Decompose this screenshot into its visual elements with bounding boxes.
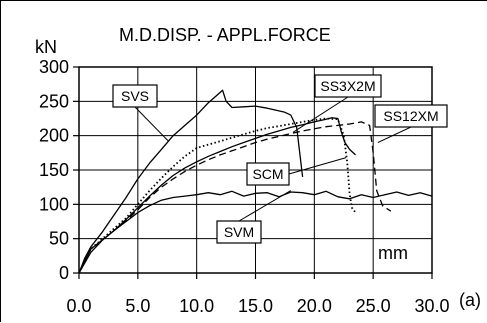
y-tick-label: 100 <box>39 194 69 214</box>
x-tick-label: 5.0 <box>125 296 150 316</box>
y-tick-label: 50 <box>49 229 69 249</box>
series-label-svs: SVS <box>121 88 149 104</box>
tag-leader-ss12xm <box>377 126 412 143</box>
x-axis-unit: mm <box>378 243 408 263</box>
tag-box-scm <box>246 162 290 186</box>
series-line-scm <box>78 117 356 274</box>
series-label-ss3x2m: SS3X2M <box>320 78 375 94</box>
series-line-svm <box>78 190 433 274</box>
series-label-scm: SCM <box>252 166 283 182</box>
tag-leader-svs <box>134 106 169 142</box>
series-layer <box>78 89 433 274</box>
y-tick-label: 250 <box>39 91 69 111</box>
y-tick-label: 200 <box>39 126 69 146</box>
x-tick-label: 20.0 <box>297 296 332 316</box>
x-tick-label: 25.0 <box>356 296 391 316</box>
x-tick-label: 15.0 <box>238 296 273 316</box>
ticks-layer: 0.0 5.0 10.0 15.0 20.0 25.0 30.0 0 50 100 150 200 25… <box>39 57 450 316</box>
tag-box-svs <box>112 84 158 108</box>
y-axis-unit: kN <box>35 37 57 57</box>
panel-label: (a) <box>459 290 481 310</box>
series-line-ss12xm <box>78 121 392 274</box>
tag-box-svm <box>216 220 262 244</box>
y-tick-label: 150 <box>39 160 69 180</box>
tag-leader-scm <box>288 157 347 175</box>
tag-leader-svm <box>238 190 292 222</box>
y-tick-label: 0 <box>59 263 69 283</box>
series-label-ss12xm: SS12XM <box>383 108 438 124</box>
x-tick-label: 30.0 <box>414 296 449 316</box>
tag-box-ss3x2m <box>314 74 382 98</box>
tags-layer: SVS SS3X2M SS12XM SCM SVM <box>112 74 448 244</box>
series-line-ss3x2m <box>78 117 357 274</box>
chart-title: M.D.DISP. - APPL.FORCE <box>119 25 331 45</box>
x-tick-label: 0.0 <box>66 296 91 316</box>
axes-layer <box>73 66 433 279</box>
y-tick-label: 300 <box>39 57 69 77</box>
tag-box-ss12xm <box>374 104 448 128</box>
x-tick-label: 10.0 <box>179 296 214 316</box>
tag-leader-ss3x2m <box>292 96 349 133</box>
series-line-svs <box>78 89 304 274</box>
series-label-svm: SVM <box>224 224 254 240</box>
